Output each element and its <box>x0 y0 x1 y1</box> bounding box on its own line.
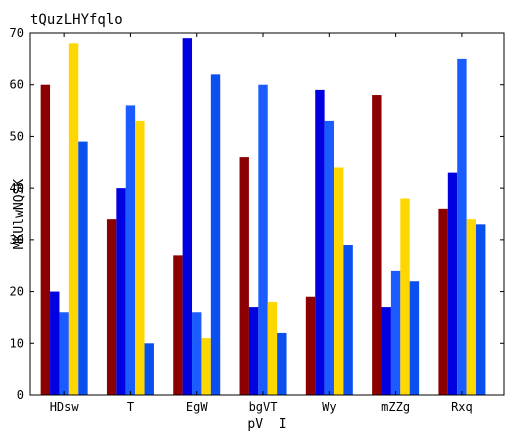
bar <box>409 281 420 395</box>
bar <box>305 296 316 395</box>
bar <box>192 312 202 395</box>
y-axis-label: MKUlwNQSK <box>12 179 27 250</box>
y-tick-label: 0 <box>17 388 24 402</box>
bar <box>50 291 60 395</box>
bar <box>210 74 221 396</box>
bar <box>438 208 448 395</box>
x-axis-label: pV I <box>247 417 286 432</box>
y-tick-label: 70 <box>10 26 24 40</box>
bar <box>372 95 382 395</box>
bar <box>334 167 344 395</box>
bar <box>447 172 458 395</box>
bar <box>248 307 259 395</box>
bar <box>277 332 287 395</box>
bar <box>258 84 268 396</box>
bar <box>78 141 88 395</box>
bar <box>68 43 79 396</box>
bar <box>106 219 117 395</box>
x-tick-label: bgVT <box>249 400 278 414</box>
y-tick-label: 10 <box>10 336 24 350</box>
bar <box>400 198 410 395</box>
bar <box>476 224 486 395</box>
bar <box>239 157 249 395</box>
bar <box>135 120 145 395</box>
x-tick-label: Rxq <box>451 400 473 414</box>
y-tick-label: 20 <box>10 285 24 299</box>
x-tick-label: T <box>127 400 134 414</box>
x-tick-label: Wy <box>322 400 336 414</box>
bar <box>315 89 325 395</box>
bar <box>381 307 391 395</box>
bar <box>182 38 193 396</box>
bar <box>40 84 51 396</box>
bar <box>466 219 477 395</box>
bar <box>173 255 183 395</box>
bar <box>59 312 69 395</box>
x-tick-label: mZZg <box>381 400 410 414</box>
plot-frame <box>29 32 505 396</box>
y-tick-label: 50 <box>10 129 24 143</box>
y-tick-label: 60 <box>10 78 24 92</box>
x-tick-label: EgW <box>186 400 208 414</box>
bar <box>267 301 278 395</box>
chart-title: tQuzLHYfqlo <box>30 12 123 28</box>
bar <box>116 188 126 395</box>
bar <box>125 105 136 396</box>
bar <box>390 270 401 395</box>
y-tick-label: 40 <box>10 181 24 195</box>
bar <box>144 343 154 395</box>
y-tick-label: 30 <box>10 233 24 247</box>
bar <box>457 58 467 396</box>
bar <box>201 338 211 395</box>
x-tick-label: HDsw <box>50 400 80 414</box>
bar <box>343 245 353 395</box>
plot-area: 0 10 20 30 40 50 60 70 HDsw T EgW bgVT Wy mZZg Rxq <box>10 26 504 414</box>
bar <box>324 120 335 395</box>
